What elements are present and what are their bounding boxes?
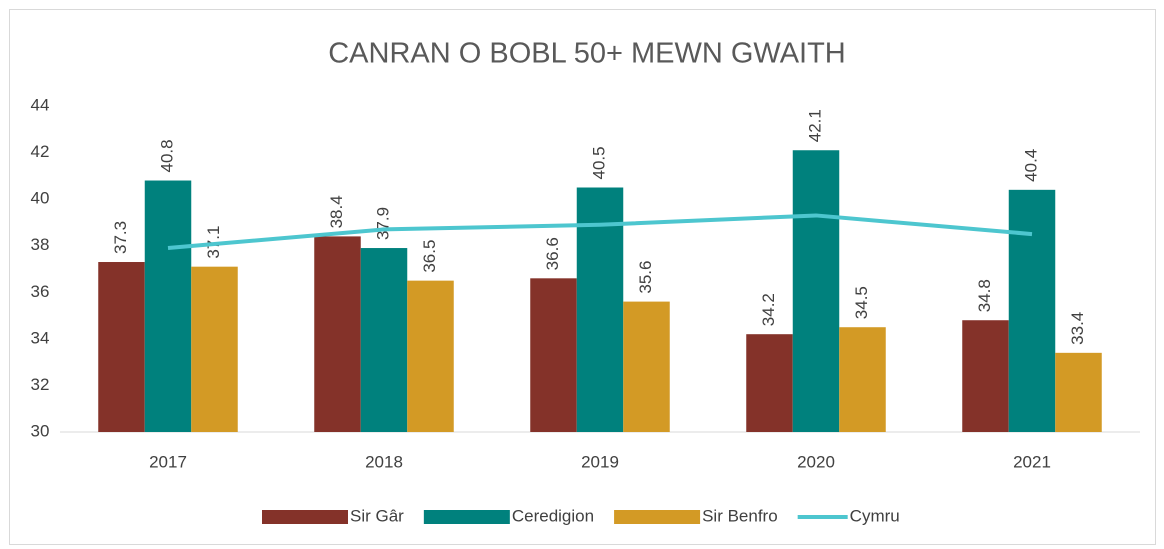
data-label: 40.8 <box>157 139 176 172</box>
legend-swatch <box>423 510 510 524</box>
data-label: 38.4 <box>327 195 346 228</box>
x-tick-label: 2020 <box>797 452 835 471</box>
y-tick-label: 36 <box>31 282 50 301</box>
data-label: 37.9 <box>373 207 392 240</box>
data-label: 37.3 <box>111 221 130 254</box>
x-tick-label: 2017 <box>149 452 187 471</box>
y-tick-label: 40 <box>31 189 50 208</box>
data-label: 35.6 <box>636 261 655 294</box>
y-tick-label: 34 <box>31 328 50 347</box>
y-tick-label: 30 <box>31 421 50 440</box>
legend-label: Sir Gâr <box>350 506 404 525</box>
y-tick-label: 32 <box>31 375 50 394</box>
bar <box>191 266 238 432</box>
bar <box>746 334 793 432</box>
y-tick-label: 44 <box>31 95 50 114</box>
data-label: 34.2 <box>759 293 778 326</box>
bar <box>360 248 408 432</box>
x-tick-label: 2021 <box>1013 452 1051 471</box>
data-label: 40.5 <box>589 146 608 179</box>
data-label: 36.5 <box>420 240 439 273</box>
bar <box>792 150 840 432</box>
bar <box>144 180 192 432</box>
data-label: 36.6 <box>543 237 562 270</box>
data-label: 40.4 <box>1021 149 1040 182</box>
x-tick-label: 2019 <box>581 452 619 471</box>
legend-swatch <box>262 510 348 524</box>
chart-title: CANRAN O BOBL 50+ MEWN GWAITH <box>328 38 846 70</box>
bar <box>314 236 361 432</box>
data-label: 34.5 <box>852 286 871 319</box>
bar <box>407 280 454 432</box>
bar <box>98 262 145 432</box>
data-label: 42.1 <box>805 109 824 142</box>
data-label: 33.4 <box>1068 312 1087 345</box>
bar <box>530 278 577 432</box>
y-tick-label: 42 <box>31 142 50 161</box>
bar <box>1055 352 1102 432</box>
bar <box>839 327 886 432</box>
bar <box>623 301 670 432</box>
legend-label: Ceredigion <box>512 506 594 525</box>
x-tick-label: 2018 <box>365 452 403 471</box>
line <box>167 213 1033 251</box>
bar <box>962 320 1009 432</box>
bar <box>576 187 624 432</box>
data-label: 34.8 <box>975 279 994 312</box>
legend-label: Sir Benfro <box>702 506 778 525</box>
legend-swatch <box>614 510 701 524</box>
bar <box>1008 189 1056 432</box>
legend-label: Cymru <box>850 506 900 525</box>
y-tick-label: 38 <box>31 235 50 254</box>
